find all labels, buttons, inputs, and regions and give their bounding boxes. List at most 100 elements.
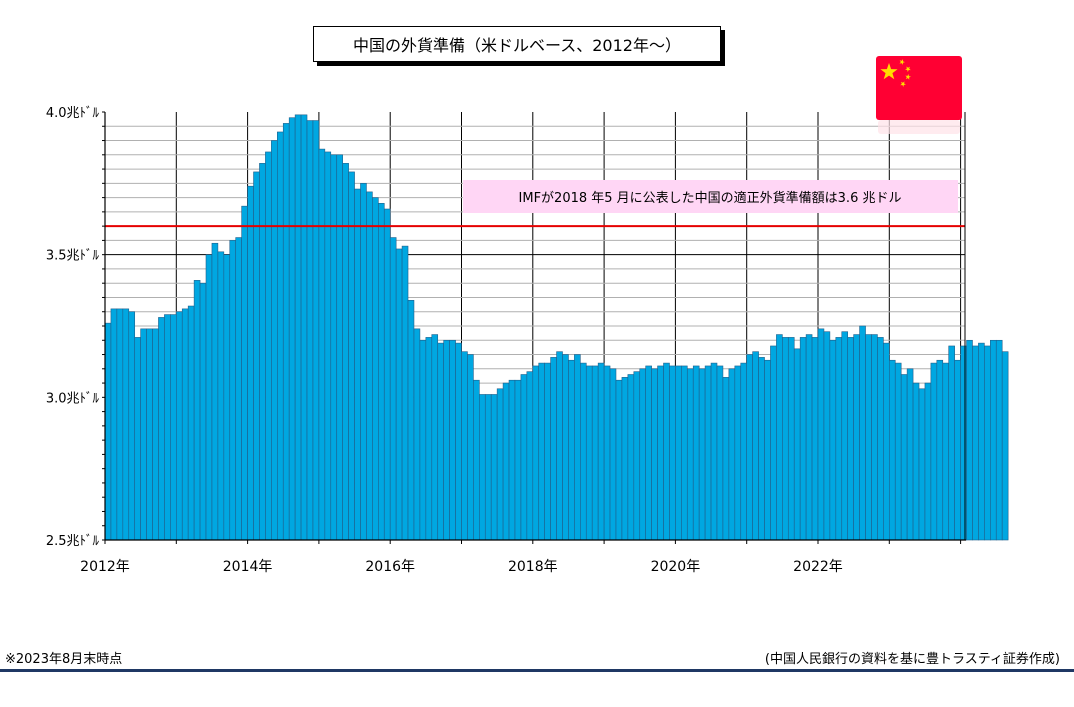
bar bbox=[853, 334, 860, 541]
y-tick-label: 4.0兆ﾄﾞﾙ bbox=[46, 106, 100, 121]
bar bbox=[490, 394, 498, 541]
bar bbox=[728, 368, 736, 541]
bar bbox=[645, 365, 652, 541]
bar bbox=[651, 368, 658, 541]
bar bbox=[176, 311, 183, 541]
china-flag-icon bbox=[876, 56, 962, 134]
bar bbox=[122, 308, 130, 541]
bar bbox=[888, 359, 896, 541]
bar bbox=[383, 208, 391, 541]
bar bbox=[805, 334, 813, 541]
bar bbox=[793, 348, 801, 541]
bar bbox=[924, 382, 932, 541]
bar bbox=[574, 354, 581, 541]
bar bbox=[288, 117, 296, 541]
bar bbox=[479, 394, 486, 541]
bar bbox=[407, 300, 415, 541]
bar bbox=[110, 308, 118, 541]
bar bbox=[181, 308, 189, 541]
bar bbox=[544, 362, 551, 541]
bar bbox=[205, 254, 213, 541]
x-tick-label: 2012年 bbox=[80, 559, 130, 575]
bar bbox=[817, 328, 825, 541]
annotation-box bbox=[463, 180, 958, 213]
bar bbox=[984, 345, 991, 541]
bar bbox=[894, 362, 902, 541]
bar bbox=[152, 328, 159, 541]
bar bbox=[134, 337, 141, 541]
bar bbox=[568, 359, 575, 541]
bar bbox=[770, 345, 777, 541]
bar bbox=[716, 365, 724, 541]
bar bbox=[449, 339, 456, 541]
bar bbox=[199, 282, 207, 541]
bar bbox=[193, 280, 201, 541]
bar bbox=[591, 365, 599, 541]
bar bbox=[550, 357, 557, 541]
y-tick-label: 3.5兆ﾄﾞﾙ bbox=[46, 249, 100, 264]
bar bbox=[496, 388, 504, 541]
bar bbox=[871, 334, 878, 541]
bar bbox=[259, 163, 266, 541]
bar bbox=[722, 377, 730, 541]
bar bbox=[883, 342, 890, 541]
bar bbox=[603, 365, 611, 541]
bar bbox=[170, 314, 177, 541]
bar bbox=[562, 354, 569, 541]
bar bbox=[698, 368, 706, 541]
bar bbox=[657, 365, 664, 541]
bar bbox=[455, 342, 462, 541]
x-tick-label: 2014年 bbox=[223, 559, 273, 575]
bar bbox=[158, 317, 165, 541]
bar bbox=[585, 365, 593, 541]
bar bbox=[966, 339, 973, 541]
bar bbox=[942, 362, 950, 541]
bar bbox=[187, 305, 195, 541]
bar bbox=[502, 382, 510, 541]
bar bbox=[217, 251, 225, 541]
bar bbox=[841, 331, 849, 541]
footnote: ※2023年8月末時点 bbox=[5, 652, 123, 667]
bar bbox=[669, 365, 676, 541]
bar bbox=[437, 342, 444, 541]
bar bbox=[556, 351, 563, 541]
flag-field bbox=[876, 56, 962, 120]
bar bbox=[639, 368, 646, 541]
bar bbox=[431, 334, 439, 541]
bar bbox=[776, 334, 783, 541]
bar bbox=[336, 154, 343, 541]
bar bbox=[538, 362, 545, 541]
chart-title: 中国の外貨準備（米ドルベース、2012年～） bbox=[313, 26, 721, 62]
bar bbox=[425, 337, 433, 541]
bar bbox=[526, 371, 534, 541]
y-tick-label: 2.5兆ﾄﾞﾙ bbox=[46, 534, 100, 549]
flag-star bbox=[900, 81, 906, 87]
flag-star bbox=[905, 66, 911, 72]
bar bbox=[734, 365, 742, 541]
bar bbox=[752, 351, 759, 541]
bar bbox=[484, 394, 492, 541]
bar bbox=[710, 362, 718, 541]
bar bbox=[532, 365, 540, 541]
bar bbox=[764, 359, 771, 541]
bar bbox=[312, 120, 320, 541]
bar bbox=[692, 365, 700, 541]
bar bbox=[829, 339, 837, 541]
bar bbox=[140, 328, 147, 541]
bar bbox=[782, 337, 789, 541]
bottom-rule bbox=[0, 669, 1074, 672]
bar bbox=[865, 334, 872, 541]
bar bbox=[900, 374, 908, 541]
bar bbox=[413, 328, 421, 541]
bar bbox=[271, 140, 278, 541]
bar bbox=[342, 163, 349, 541]
bar bbox=[995, 339, 1003, 541]
bar bbox=[877, 337, 884, 541]
bar bbox=[265, 151, 272, 541]
bar bbox=[211, 242, 219, 541]
x-tick-label: 2018年 bbox=[508, 559, 558, 575]
bar bbox=[859, 325, 866, 541]
bar bbox=[395, 248, 403, 541]
bar bbox=[978, 342, 985, 541]
